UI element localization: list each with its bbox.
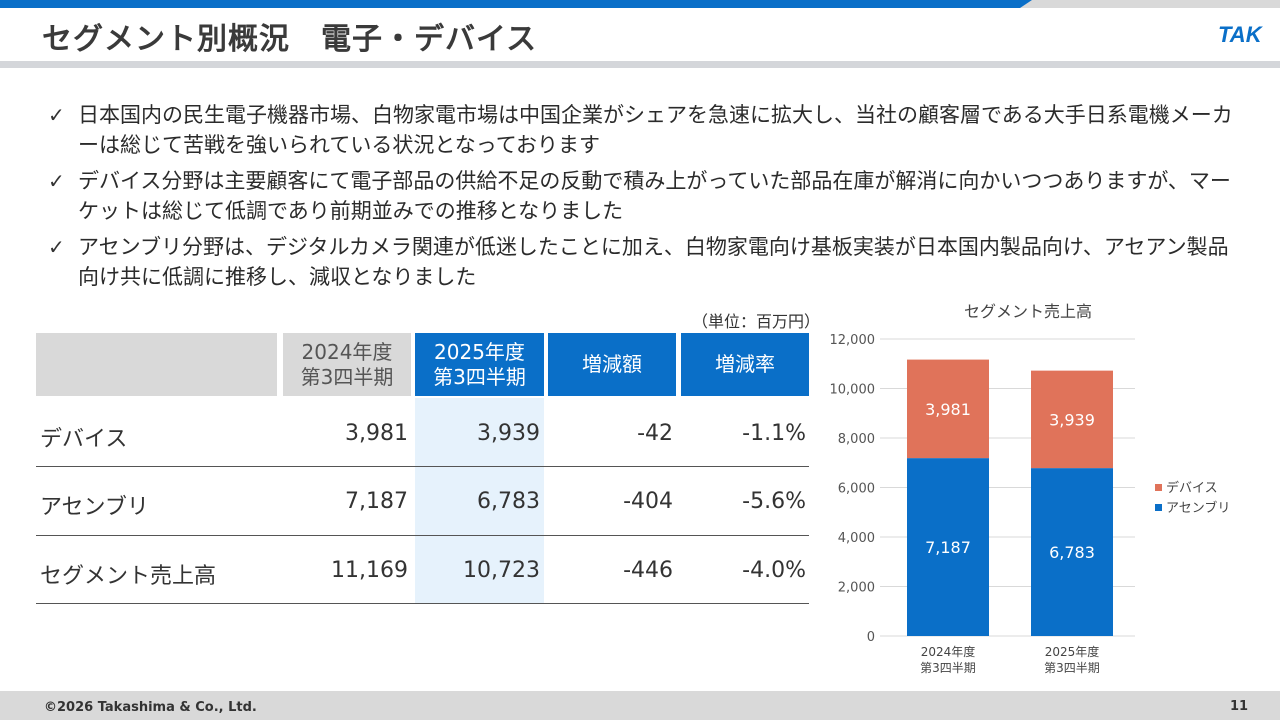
check-icon: ✓	[48, 235, 65, 259]
cell-diff: -446	[623, 558, 673, 583]
table-header-fy2024: 2024年度 第3四半期	[283, 333, 411, 396]
table-header-diff: 増減額	[548, 333, 676, 396]
x-tick-label: 2024年度	[921, 644, 976, 659]
data-label: 7,187	[925, 538, 971, 557]
cell-fy2024: 3,981	[345, 421, 408, 446]
cell-rate: -5.6%	[742, 489, 806, 514]
y-tick-label: 0	[867, 630, 875, 645]
x-tick-label: 第3四半期	[1044, 661, 1100, 675]
y-tick-label: 2,000	[838, 581, 875, 596]
bar-segment	[907, 458, 989, 636]
data-label: 3,981	[925, 400, 971, 419]
data-label: 3,939	[1049, 410, 1095, 429]
check-icon: ✓	[48, 103, 65, 127]
footer-bar	[0, 691, 1280, 720]
x-tick-label: 第3四半期	[920, 661, 976, 675]
data-label: 6,783	[1049, 543, 1095, 562]
legend-label: デバイス	[1166, 480, 1218, 496]
bar-segment	[1031, 468, 1113, 636]
company-logo: TAK	[1218, 22, 1264, 47]
bullet-text: デバイス分野は主要顧客にて電子部品の供給不足の反動で積み上がっていた部品在庫が解…	[78, 169, 1231, 223]
y-tick-label: 12,000	[830, 333, 876, 348]
x-tick-label: 2025年度	[1045, 644, 1100, 659]
bullet-item: ✓ デバイス分野は主要顧客にて電子部品の供給不足の反動で積み上がっていた部品在庫…	[48, 166, 1248, 226]
row-divider	[36, 603, 809, 604]
bar-segment	[1031, 370, 1113, 469]
logo-text: TAK	[1218, 22, 1264, 47]
legend-swatch	[1155, 504, 1162, 511]
row-label: アセンブリ	[40, 495, 149, 520]
segment-sales-chart: セグメント売上高 0 2,000 4,000 6,000 8,000 10,000 12,00…	[830, 302, 1231, 675]
bullet-item: ✓ 日本国内の民生電子機器市場、白物家電市場は中国企業がシェアを急速に拡大し、当…	[48, 100, 1248, 160]
cell-diff: -404	[623, 489, 673, 514]
bullet-text: 日本国内の民生電子機器市場、白物家電市場は中国企業がシェアを急速に拡大し、当社の…	[78, 103, 1233, 157]
legend-label: アセンブリ	[1166, 500, 1230, 516]
chart-title: セグメント売上高	[964, 302, 1092, 321]
cell-rate: -4.0%	[742, 558, 806, 583]
bullet-item: ✓ アセンブリ分野は、デジタルカメラ関連が低迷したことに加え、白物家電向け基板実…	[48, 232, 1248, 292]
title-divider	[0, 61, 1280, 68]
cell-fy2025: 6,783	[477, 489, 540, 514]
table-header-rate: 増減率	[681, 333, 809, 396]
table-header-blank	[36, 333, 277, 396]
y-tick-label: 8,000	[838, 432, 875, 447]
copyright: ©2026 Takashima & Co., Ltd.	[44, 700, 257, 715]
page-title: セグメント別概況 電子・デバイス	[42, 22, 538, 57]
y-tick-label: 6,000	[838, 482, 875, 497]
cell-rate: -1.1%	[742, 421, 806, 446]
y-tick-label: 10,000	[830, 383, 876, 398]
page-number: 11	[1230, 699, 1249, 714]
top-accent-gray	[1020, 0, 1280, 8]
bullet-list: ✓ 日本国内の民生電子機器市場、白物家電市場は中国企業がシェアを急速に拡大し、当…	[48, 100, 1248, 298]
cell-fy2024: 7,187	[345, 489, 408, 514]
table-header-fy2025: 2025年度 第3四半期	[415, 333, 544, 396]
legend-swatch	[1155, 484, 1162, 491]
bullet-text: アセンブリ分野は、デジタルカメラ関連が低迷したことに加え、白物家電向け基板実装が…	[78, 235, 1229, 289]
row-label: セグメント売上高	[40, 564, 217, 589]
row-divider	[36, 466, 809, 467]
cell-fy2024: 11,169	[331, 558, 408, 583]
cell-diff: -42	[637, 421, 673, 446]
unit-note: （単位：百万円）	[692, 312, 821, 331]
y-tick-label: 4,000	[838, 531, 875, 546]
row-divider	[36, 535, 809, 536]
row-label: デバイス	[40, 427, 128, 452]
top-accent-bar	[0, 0, 1280, 8]
cell-fy2025: 3,939	[477, 421, 540, 446]
highlight-column	[415, 398, 544, 603]
bar-segment	[907, 359, 989, 459]
check-icon: ✓	[48, 169, 65, 193]
cell-fy2025: 10,723	[463, 558, 540, 583]
